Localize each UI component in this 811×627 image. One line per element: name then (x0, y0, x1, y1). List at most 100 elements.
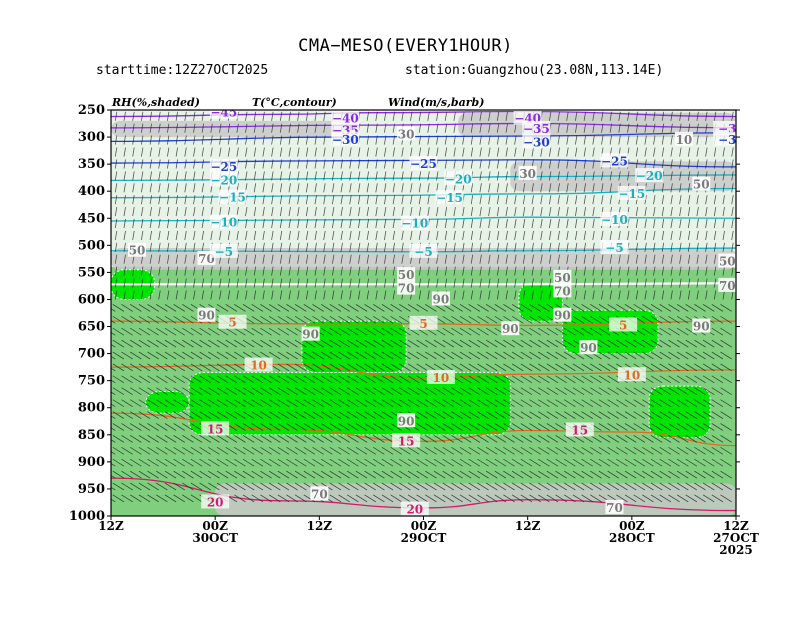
temperature-label: −5 (409, 243, 438, 259)
temperature-contour (111, 412, 736, 447)
wind-barb-row (114, 207, 734, 217)
temperature-label: −45 (209, 106, 238, 120)
rh-label: 70 (553, 283, 572, 298)
temperature-label-box (522, 134, 551, 149)
temperature-label: −25 (600, 153, 629, 168)
rh-label-text: 90 (580, 341, 597, 355)
temperature-label-text: −20 (210, 173, 237, 187)
temperature-label-text: −30 (523, 135, 550, 149)
temperature-label: 10 (426, 369, 455, 385)
x-tick-label: 12Z (98, 519, 124, 533)
temperature-label-box (713, 131, 736, 146)
temperature-label-box (713, 120, 736, 135)
temperature-label: 5 (609, 317, 638, 332)
temperature-label-text: −5 (605, 241, 623, 255)
wind-barb-row (114, 183, 734, 193)
temperature-label-box (392, 433, 421, 448)
wind-barb-row (111, 411, 732, 419)
temperature-label-text: 5 (619, 318, 627, 332)
rh-label-text: 50 (719, 255, 736, 269)
rh-label: 10 (674, 131, 693, 147)
temperature-label: 5 (218, 314, 247, 330)
temperature-label-box (209, 172, 238, 187)
temperature-label-box (600, 240, 629, 255)
rh-label-text: 50 (129, 244, 146, 258)
temperature-label: 15 (201, 421, 230, 436)
temperature-contour (111, 282, 736, 286)
wind-barb-row (114, 230, 734, 240)
temperature-label: −5 (600, 240, 629, 255)
temperature-label-text: −45 (210, 106, 237, 120)
rh-label: 70 (718, 277, 736, 293)
temperature-label-box (617, 185, 646, 200)
rh-label-box (605, 499, 624, 514)
rh-label: 70 (310, 486, 329, 501)
x-tick-label: 2025 (719, 543, 752, 557)
rh-label-text: 90 (398, 414, 415, 428)
rh-label: 50 (397, 267, 416, 282)
temperature-label-box (218, 189, 247, 204)
temperature-label-text: 10 (623, 368, 640, 382)
temperature-label-text: 20 (406, 503, 423, 517)
temperature-label: −5 (209, 243, 238, 259)
temperature-label-text: −10 (210, 216, 237, 230)
temperature-label-box (209, 243, 238, 258)
rh-label-box (692, 318, 711, 333)
temperature-label: −15 (218, 189, 247, 205)
x-tick-label: 00Z (619, 519, 645, 533)
rh-label-text: 50 (693, 178, 710, 192)
temperature-label-text: −5 (414, 245, 432, 259)
rh-label-box (674, 131, 693, 146)
rh-label-text: 90 (693, 320, 710, 334)
y-tick-label: 550 (78, 265, 105, 280)
rh-bright-patch (301, 320, 407, 374)
rh-gray-patch (215, 483, 736, 516)
y-tick-label: 450 (78, 211, 105, 226)
temperature-label-text: 20 (207, 495, 224, 509)
y-tick-label: 300 (78, 130, 105, 145)
rh-label-box (553, 269, 572, 284)
temperature-label-box (617, 367, 646, 382)
temperature-label: −25 (209, 158, 238, 174)
temperature-label-text: −20 (445, 172, 472, 186)
rh-label-box (518, 165, 537, 180)
wind-barb-row (111, 435, 732, 443)
rh-label: 90 (197, 307, 216, 323)
rh-label: 90 (553, 307, 572, 323)
legend-wind: Wind(m/s,barb) (388, 96, 484, 109)
temperature-label-text: −25 (601, 154, 628, 168)
temperature-label-text: −3 (718, 133, 736, 147)
temperature-contour (111, 132, 736, 143)
wind-barb-row (111, 387, 732, 396)
rh-label-text: 30 (398, 127, 415, 141)
temperature-label-text: −15 (436, 191, 463, 205)
temperature-label-box (435, 190, 464, 205)
temperature-label: −40 (331, 110, 360, 126)
y-tick-label: 650 (78, 320, 105, 335)
rh-label: 50 (692, 176, 711, 192)
temperature-label-box (635, 168, 664, 183)
temperature-labels: −45 −40 −40−35 −35−30 −30−3−3−25 −25 −25−20 −20… (201, 106, 736, 517)
rh-label-text: 50 (398, 268, 415, 282)
rh-label-text: 90 (502, 322, 519, 336)
rh-label-box (431, 291, 450, 306)
rh-label-box (301, 326, 320, 341)
rh-label-box (718, 253, 736, 268)
rh-label-box (397, 267, 416, 282)
rh-label-box (310, 486, 329, 501)
temperature-label-box (409, 156, 438, 171)
rh-label-text: 70 (606, 501, 623, 515)
y-tick-label: 750 (78, 374, 105, 389)
rh-label-box (397, 280, 416, 295)
rh-label-text: 70 (311, 487, 328, 501)
x-tick-label: 12Z (723, 519, 749, 533)
temperature-contour (111, 122, 736, 129)
temperature-label: −10 (400, 215, 429, 231)
temperature-label: −10 (209, 214, 238, 230)
rh-label: 90 (301, 326, 320, 342)
rh-label-box (397, 413, 416, 428)
chart-title: CMA−MESO(EVERY1HOUR) (298, 36, 513, 56)
temperature-label: −30 (522, 134, 551, 149)
temperature-label-box (522, 120, 551, 135)
